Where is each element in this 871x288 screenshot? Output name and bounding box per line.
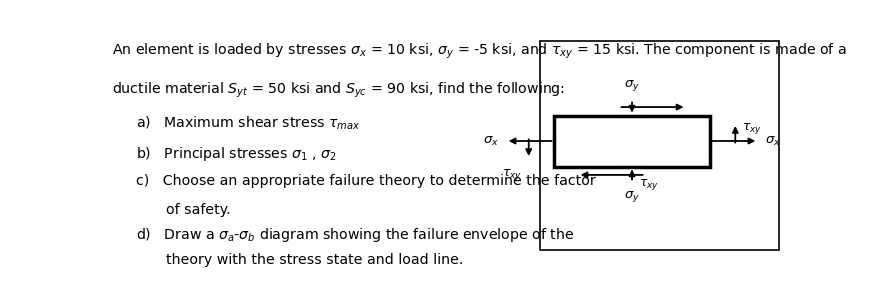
Text: d)   Draw a $\sigma_a$-$\sigma_b$ diagram showing the failure envelope of the: d) Draw a $\sigma_a$-$\sigma_b$ diagram …: [136, 226, 574, 245]
Text: $\sigma_x$: $\sigma_x$: [765, 134, 781, 147]
Text: b)   Principal stresses $\sigma_1$ , $\sigma_2$: b) Principal stresses $\sigma_1$ , $\sig…: [136, 145, 337, 164]
Text: $\tau_{xy}$: $\tau_{xy}$: [742, 121, 762, 136]
Text: of safety.: of safety.: [166, 203, 231, 217]
Text: a)   Maximum shear stress $\tau_{max}$: a) Maximum shear stress $\tau_{max}$: [136, 114, 361, 132]
Text: An element is loaded by stresses $\sigma_x$ = 10 ksi, $\sigma_y$ = -5 ksi, and $: An element is loaded by stresses $\sigma…: [112, 41, 847, 60]
Text: $\tau_{xy}$: $\tau_{xy}$: [502, 167, 522, 182]
Text: c)   Choose an appropriate failure theory to determine the factor: c) Choose an appropriate failure theory …: [136, 174, 596, 188]
Text: $\sigma_y$: $\sigma_y$: [624, 189, 640, 204]
Bar: [539, 41, 780, 250]
Bar: [554, 115, 710, 166]
Text: $\sigma_y$: $\sigma_y$: [624, 78, 640, 93]
Text: $\sigma_x$: $\sigma_x$: [483, 134, 499, 147]
Text: theory with the stress state and load line.: theory with the stress state and load li…: [166, 253, 463, 267]
Text: $\tau_{xy}$: $\tau_{xy}$: [638, 177, 658, 192]
Text: ductile material $S_{yt}$ = 50 ksi and $S_{yc}$ = 90 ksi, find the following:: ductile material $S_{yt}$ = 50 ksi and $…: [112, 81, 565, 101]
